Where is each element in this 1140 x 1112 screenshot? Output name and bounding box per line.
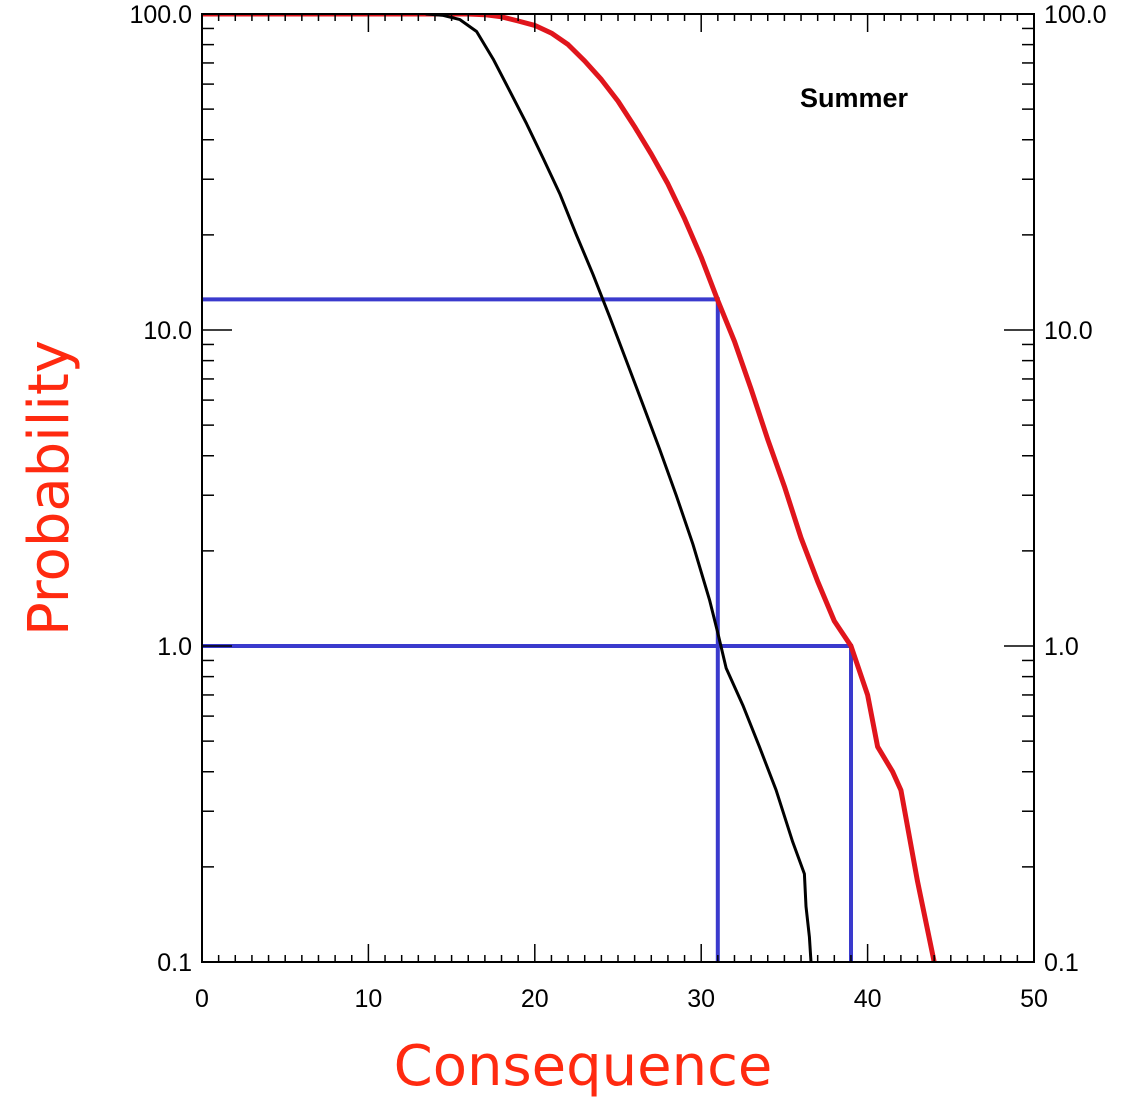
y-tick-label-right: 0.1 xyxy=(1044,949,1079,977)
y-tick-label-right: 100.0 xyxy=(1044,1,1107,29)
x-axis-title: Consequence xyxy=(394,1034,773,1099)
series-line-1 xyxy=(202,14,937,962)
y-axis-title: Probability xyxy=(17,340,82,636)
x-tick-label: 10 xyxy=(354,985,382,1013)
x-tick-label: 0 xyxy=(195,985,209,1013)
chart-annotation: Summer xyxy=(800,83,909,113)
x-tick-label: 40 xyxy=(854,985,882,1013)
y-tick-label-left: 1.0 xyxy=(157,633,192,661)
x-tick-label: 20 xyxy=(521,985,549,1013)
y-tick-label-left: 10.0 xyxy=(143,317,192,345)
x-tick-label: 50 xyxy=(1020,985,1048,1013)
y-tick-label-right: 1.0 xyxy=(1044,633,1079,661)
y-tick-label-left: 100.0 xyxy=(129,1,192,29)
y-tick-label-left: 0.1 xyxy=(157,949,192,977)
series-line-2 xyxy=(425,14,813,962)
x-tick-label: 30 xyxy=(687,985,715,1013)
y-tick-label-right: 10.0 xyxy=(1044,317,1093,345)
